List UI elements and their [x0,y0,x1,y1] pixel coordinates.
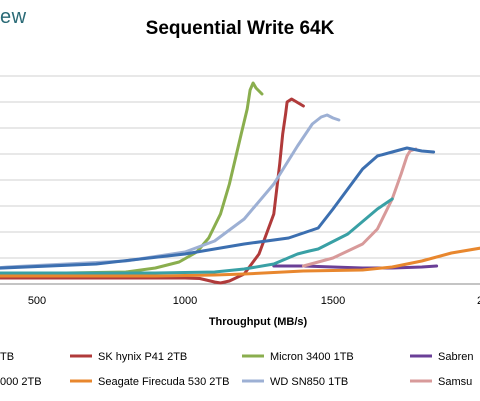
series-line-6 [0,146,436,270]
x-tick-label: 1500 [321,295,345,307]
series-layer [0,81,480,285]
legend-label: Samsu [438,376,472,388]
x-axis-ticks: 500 1000 1500 2 [28,295,480,307]
legend-label: Sabren [438,351,473,363]
legend-label: WD SN850 1TB [270,376,348,388]
legend-label: Seagate Firecuda 530 2TB [98,376,229,388]
series-line-0 [0,97,305,285]
series-line-7 [0,197,394,275]
x-tick-label: 500 [28,295,46,307]
legend-label: SK hynix P41 2TB [98,351,187,363]
site-logo-fragment: ew [0,6,27,28]
legend-label: 000 2TB [0,376,42,388]
legend-label: Micron 3400 1TB [270,351,354,363]
grid [0,75,480,285]
x-axis-title: Throughput (MB/s) [209,316,308,328]
legend: TB SK hynix P41 2TB Micron 3400 1TB Sabren 0… [0,351,473,388]
series-line-5 [301,147,418,268]
chart-title: Sequential Write 64K [146,18,335,39]
series-line-4 [0,113,341,270]
series-line-2 [272,264,439,270]
legend-label: TB [0,351,14,363]
series-line-3 [0,246,480,278]
series-line-1 [0,81,264,276]
x-tick-label: 2 [477,295,480,307]
x-tick-label: 1000 [173,295,197,307]
